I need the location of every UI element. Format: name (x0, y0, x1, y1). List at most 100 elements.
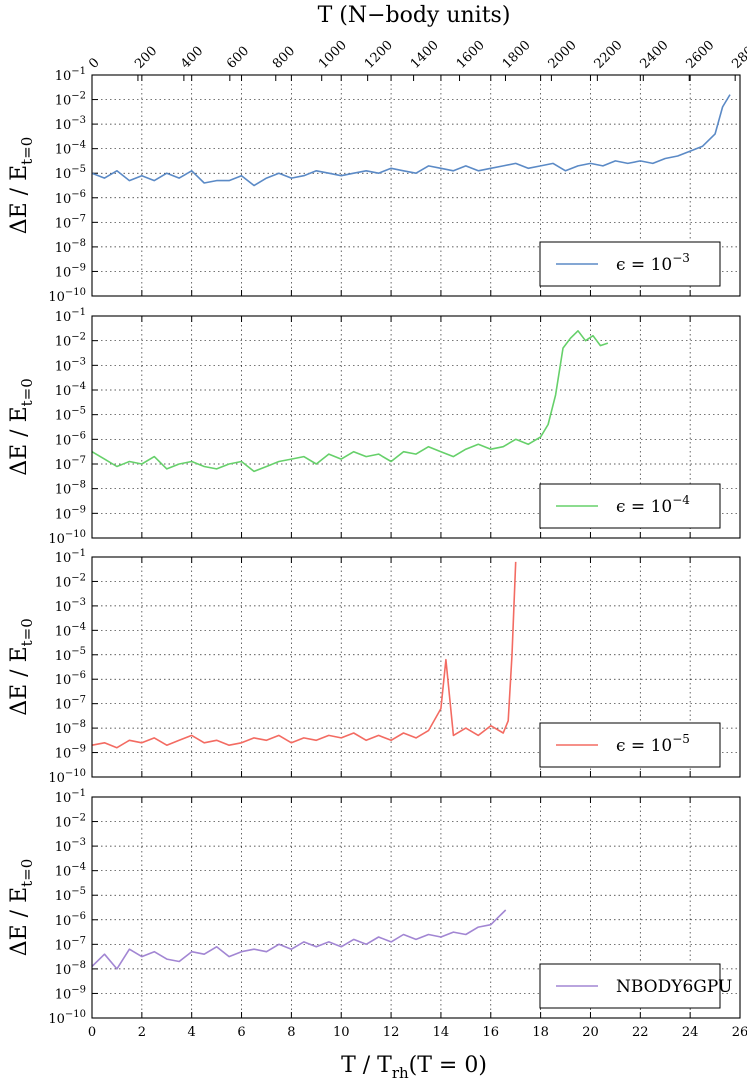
panel-frame (91, 556, 741, 778)
y-tick-label: 10−1 (55, 548, 86, 566)
x-tick-label: 20 (582, 1025, 599, 1040)
y-tick-base: 10 (55, 265, 72, 280)
y-tick-exp: −1 (71, 788, 86, 799)
bottom-axis-title: T / Trh(T = 0) (341, 1053, 487, 1078)
y-tick-exp: −6 (71, 430, 86, 441)
y-tick-base: 10 (55, 359, 72, 374)
y-tick-exp: −5 (71, 646, 86, 657)
y-tick-label: 10−2 (55, 813, 86, 831)
y-tick-label: 10−4 (55, 862, 86, 880)
y-tick-base: 10 (55, 624, 72, 639)
bottom-axis-title-sub: rh (392, 1064, 409, 1078)
top-x-tick-label: 2000 (546, 38, 580, 72)
y-tick-base: 10 (55, 143, 72, 158)
y-tick-label: 10−8 (55, 238, 86, 256)
legend-label-main: ϵ = 10 (616, 255, 672, 275)
y-tick-base: 10 (55, 938, 72, 953)
y-tick-base: 10 (55, 483, 72, 498)
y-tick-exp: −7 (71, 213, 86, 224)
y-tick-label: 10−9 (55, 984, 86, 1002)
y-tick-base: 10 (55, 216, 72, 231)
bottom-axis-title-main: T / T (341, 1053, 392, 1078)
y-tick-exp: −9 (71, 262, 86, 273)
y-tick-base: 10 (55, 310, 72, 325)
y-tick-base: 10 (55, 433, 72, 448)
y-axis-title-main: ΔE / E (7, 165, 32, 234)
x-tick-label: 10 (333, 1025, 350, 1040)
y-tick-exp: −3 (71, 837, 86, 848)
y-tick-exp: −3 (71, 356, 86, 367)
y-tick-base: 10 (48, 290, 65, 305)
y-tick-label: 10−3 (55, 837, 86, 855)
y-tick-base: 10 (55, 69, 72, 84)
y-tick-label: 10−6 (55, 430, 86, 448)
y-tick-base: 10 (55, 673, 72, 688)
y-axis-title: ΔE / Et=0 (7, 137, 36, 235)
y-axis-title-main: ΔE / E (7, 646, 32, 715)
y-tick-base: 10 (55, 192, 72, 207)
y-tick-label: 10−3 (55, 115, 86, 133)
y-tick-label: 10−9 (55, 744, 86, 762)
y-axis-title: ΔE / Et=0 (7, 378, 36, 476)
y-tick-label: 10−3 (55, 597, 86, 615)
y-tick-base: 10 (55, 167, 72, 182)
panel-3: 10−1010−910−810−710−610−510−410−310−210−… (7, 548, 741, 786)
y-tick-base: 10 (55, 914, 72, 929)
y-tick-base: 10 (55, 118, 72, 133)
y-tick-exp: −10 (65, 1009, 86, 1020)
panel-frame (91, 74, 741, 297)
y-tick-label: 10−4 (55, 381, 86, 399)
legend-label-exp: −5 (672, 732, 690, 746)
y-tick-base: 10 (55, 791, 72, 806)
y-tick-label: 10−7 (55, 935, 86, 953)
y-tick-base: 10 (55, 335, 72, 350)
series-line-4 (91, 909, 507, 970)
y-axis-title-main: ΔE / E (7, 887, 32, 956)
y-tick-base: 10 (55, 865, 72, 880)
y-tick-base: 10 (55, 551, 72, 566)
y-tick-exp: −1 (71, 548, 86, 559)
top-x-tick-label: 0 (86, 55, 102, 71)
x-tick-label: 6 (237, 1025, 245, 1040)
y-tick-label: 10−7 (55, 213, 86, 231)
y-tick-label: 10−7 (55, 455, 86, 473)
y-tick-base: 10 (48, 1012, 65, 1027)
y-tick-base: 10 (48, 771, 65, 786)
y-tick-base: 10 (55, 94, 72, 109)
y-tick-exp: −4 (71, 621, 86, 632)
legend-label-exp: −4 (672, 493, 690, 507)
y-tick-exp: −2 (71, 91, 86, 102)
y-tick-base: 10 (55, 889, 72, 904)
legend-label-main: NBODY6GPU (616, 977, 732, 997)
top-x-tick-label: 1400 (408, 38, 442, 72)
top-x-tick-label: 2800 (729, 38, 747, 72)
y-axis-title-sub: t=0 (18, 859, 36, 887)
y-tick-label: 10−10 (48, 287, 86, 305)
top-x-tick-label: 1000 (316, 38, 350, 72)
legend-label-exp: −3 (672, 251, 690, 265)
y-tick-base: 10 (55, 600, 72, 615)
y-tick-exp: −10 (65, 287, 86, 298)
panel-frame (91, 315, 741, 539)
y-tick-exp: −2 (71, 813, 86, 824)
legend-label: ϵ = 10−5 (616, 732, 690, 756)
panel-1: 10−1010−910−810−710−610−510−410−310−210−… (7, 66, 741, 305)
top-x-tick-label: 400 (178, 44, 206, 72)
y-tick-label: 10−1 (55, 788, 86, 806)
y-tick-base: 10 (55, 698, 72, 713)
y-tick-label: 10−8 (55, 480, 86, 498)
x-tick-label: 0 (88, 1025, 96, 1040)
y-tick-label: 10−9 (55, 504, 86, 522)
legend-label: ϵ = 10−3 (616, 251, 690, 275)
y-tick-exp: −4 (71, 862, 86, 873)
y-tick-label: 10−6 (55, 911, 86, 929)
y-axis-title-sub: t=0 (18, 618, 36, 646)
y-tick-exp: −9 (71, 504, 86, 515)
top-axis-title: T (N−body units) (318, 3, 511, 28)
y-tick-label: 10−10 (48, 529, 86, 547)
y-tick-label: 10−1 (55, 66, 86, 84)
y-tick-label: 10−1 (55, 307, 86, 325)
y-tick-exp: −1 (71, 66, 86, 77)
y-tick-exp: −9 (71, 744, 86, 755)
series-line-2 (91, 329, 609, 473)
